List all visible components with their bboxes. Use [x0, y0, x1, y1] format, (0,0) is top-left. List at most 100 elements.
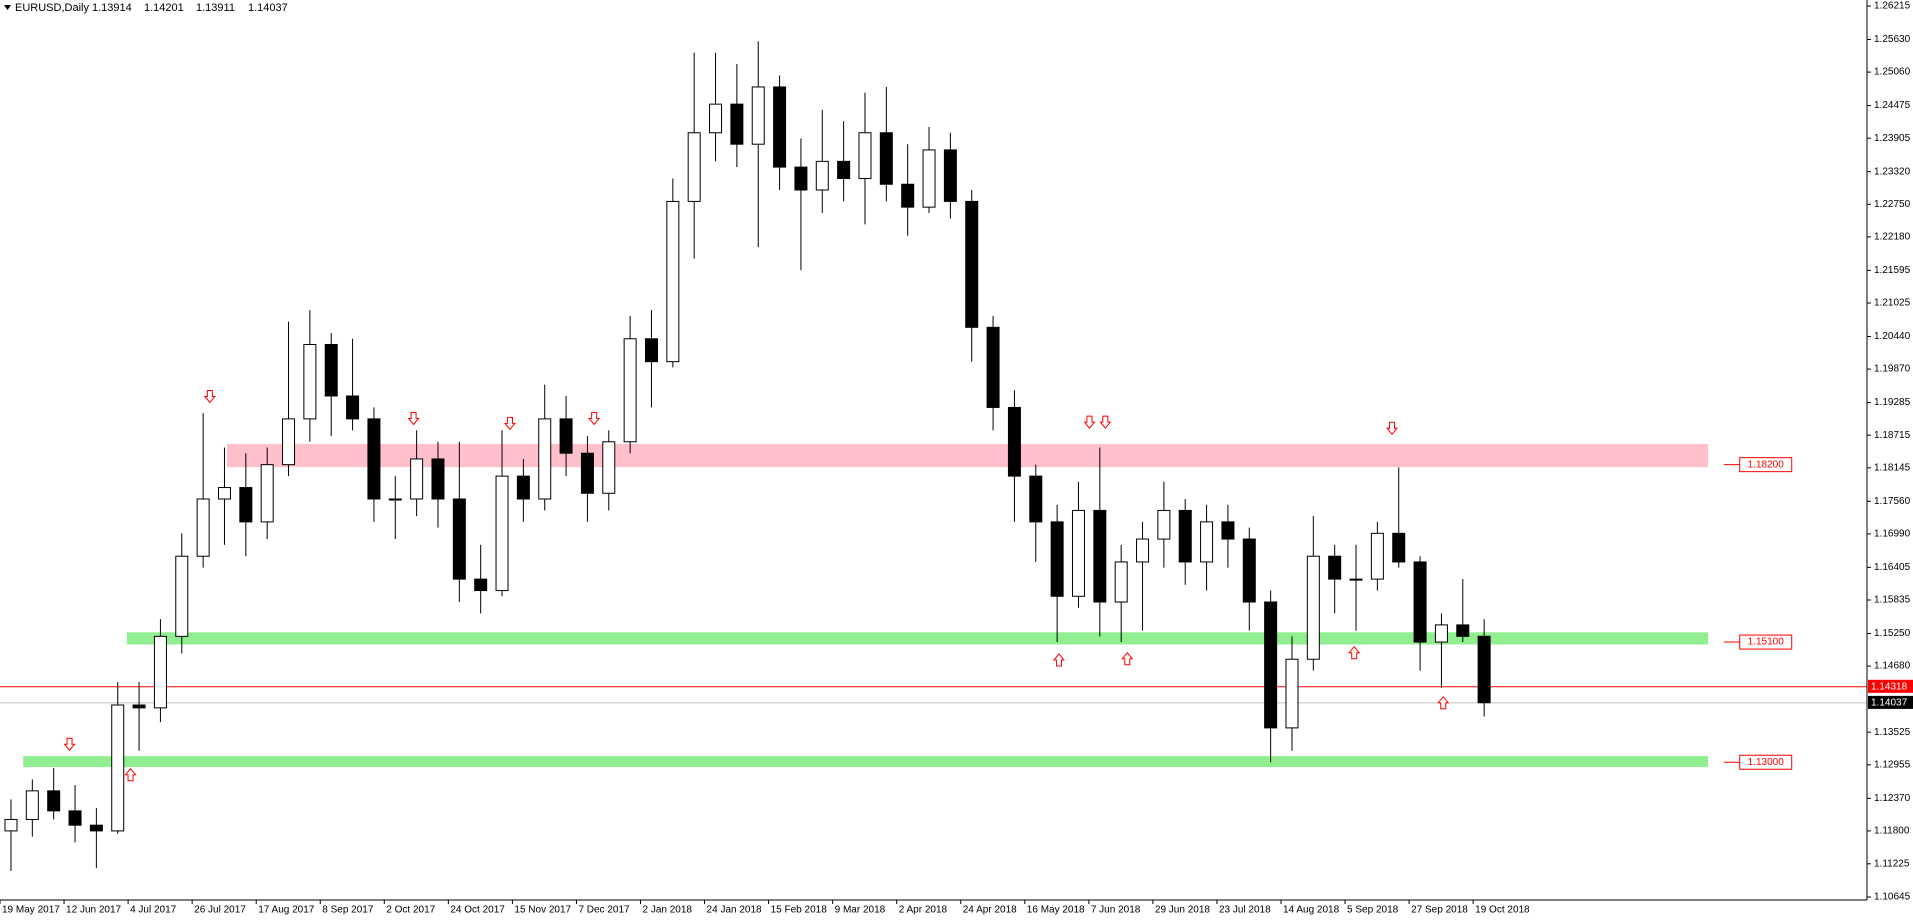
x-tick-label: 19 May 2017: [2, 905, 60, 916]
bid-tag: [1868, 695, 1913, 709]
header-price: 1.13911: [196, 2, 235, 14]
y-tick-label: 1.21025: [1874, 298, 1911, 309]
y-tick-label: 1.22750: [1874, 199, 1911, 210]
arrow-up: [1121, 652, 1134, 666]
candle-body: [943, 149, 957, 202]
header-price: 1.13914: [92, 2, 132, 14]
candle-body: [901, 183, 915, 208]
y-tick-label: 1.21595: [1874, 265, 1911, 276]
x-tick-label: 2 Oct 2017: [386, 905, 435, 916]
candle-body: [111, 704, 125, 832]
candle-body: [1029, 475, 1043, 523]
candle-body: [410, 458, 424, 500]
candle-body: [367, 418, 381, 500]
candle-body: [1157, 509, 1171, 540]
candle-body: [474, 578, 488, 592]
y-tick-label: 1.11800: [1874, 826, 1910, 837]
arrow-down: [63, 737, 76, 751]
arrow-down: [1099, 415, 1112, 429]
candle-body: [602, 441, 616, 494]
ask-tag-label: 1.14318: [1871, 681, 1908, 692]
candle-body: [1178, 509, 1192, 563]
candle-body: [815, 160, 829, 191]
y-tick-label: 1.22180: [1874, 232, 1911, 243]
x-tick-label: 7 Jun 2018: [1091, 905, 1141, 916]
x-tick-label: 24 Apr 2018: [963, 905, 1017, 916]
arrow-up: [1437, 695, 1450, 710]
candle-body: [1392, 532, 1406, 563]
header-price: 1.14201: [144, 2, 184, 14]
candle-body: [324, 343, 338, 397]
candle-body: [1071, 509, 1085, 597]
y-tick-label: 1.15835: [1874, 595, 1911, 606]
candle-body: [730, 103, 744, 145]
x-tick-label: 23 Jul 2018: [1219, 905, 1271, 916]
y-tick-label: 1.19870: [1874, 364, 1911, 375]
candle-body: [794, 166, 808, 191]
y-tick-label: 1.14680: [1874, 661, 1911, 672]
zone-label: 1.13000: [1748, 757, 1785, 768]
y-tick-label: 1.18145: [1874, 462, 1911, 473]
candle-body: [1007, 406, 1021, 477]
arrow-down: [203, 390, 216, 404]
candle-body: [303, 343, 317, 420]
candle-body: [4, 818, 18, 832]
x-tick-label: 17 Aug 2017: [258, 905, 315, 916]
zone-band: [23, 756, 1708, 768]
y-tick-label: 1.15250: [1874, 628, 1911, 639]
x-tick-label: 16 May 2018: [1027, 905, 1085, 916]
arrow-up: [1348, 645, 1361, 660]
y-tick-label: 1.19285: [1874, 397, 1911, 408]
zone-band: [226, 443, 1708, 468]
y-tick-label: 1.12370: [1874, 793, 1911, 804]
candle-body: [25, 790, 39, 820]
candle-body: [282, 418, 296, 466]
candle-body: [388, 498, 402, 501]
candle-body: [965, 200, 979, 328]
header-price: 1.14037: [248, 2, 288, 14]
x-tick-label: 2 Jan 2018: [643, 905, 693, 916]
y-tick-label: 1.26215: [1874, 1, 1911, 12]
x-tick-label: 24 Jan 2018: [707, 905, 762, 916]
x-tick-label: 15 Nov 2017: [514, 905, 571, 916]
candle-body: [1328, 555, 1342, 580]
zone-label: 1.15100: [1748, 637, 1785, 648]
candle-body: [1221, 521, 1235, 540]
candle-body: [1050, 521, 1064, 597]
zone-label-box: [1739, 754, 1793, 770]
candle-body: [1434, 624, 1448, 643]
y-tick-label: 1.13525: [1874, 727, 1911, 738]
x-tick-label: 14 Aug 2018: [1283, 905, 1340, 916]
candle-body: [1413, 561, 1427, 643]
candle-body: [1370, 532, 1384, 580]
candle-body: [751, 86, 765, 145]
candle-body: [580, 452, 594, 494]
candle-body: [260, 464, 274, 523]
candle-body: [666, 200, 680, 363]
candle-body: [709, 103, 723, 134]
y-tick-label: 1.17560: [1874, 496, 1911, 507]
zone-label-box: [1739, 457, 1793, 473]
candle-body: [1093, 509, 1107, 603]
x-tick-label: 7 Dec 2017: [578, 905, 630, 916]
candle-body: [1242, 538, 1256, 603]
arrow-down: [1083, 415, 1096, 429]
y-tick-label: 1.11225: [1874, 858, 1910, 869]
y-tick-label: 1.25630: [1874, 34, 1911, 45]
chart-title: EURUSD,Daily: [15, 2, 89, 14]
candle-body: [1136, 538, 1150, 563]
candle-body: [47, 790, 61, 812]
candle-body: [68, 810, 82, 826]
candle-body: [986, 326, 1000, 408]
candle-body: [1306, 555, 1320, 660]
x-tick-label: 8 Sep 2017: [322, 905, 374, 916]
candle-body: [1114, 561, 1128, 603]
x-tick-label: 26 Jul 2017: [194, 905, 246, 916]
candle-body: [773, 86, 787, 168]
candle-body: [89, 824, 103, 832]
candle-body: [153, 635, 167, 709]
y-tick-label: 1.12955: [1874, 759, 1911, 770]
arrow-up: [124, 767, 137, 782]
